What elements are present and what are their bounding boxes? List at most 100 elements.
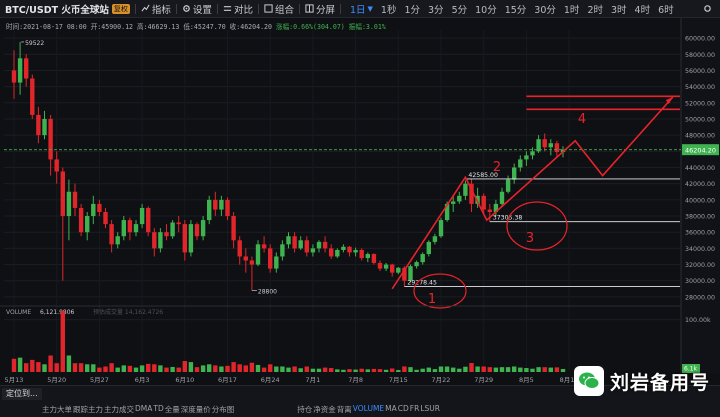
combine-button[interactable]: 组合 — [264, 2, 294, 16]
info-amplitude: 振幅:3.01% — [348, 22, 386, 31]
candle-body — [408, 266, 413, 281]
candle-body — [207, 199, 212, 221]
tab-td[interactable]: TD — [153, 403, 164, 413]
separator — [298, 3, 300, 14]
tab-lsur[interactable]: LSUR — [420, 403, 440, 413]
timeframe-1s[interactable]: 1秒 — [380, 4, 397, 16]
elliott-wave-path — [391, 96, 674, 290]
candle-body — [30, 78, 35, 115]
time-tick-label: 7月8 — [348, 376, 363, 384]
chevron-down-icon[interactable]: ▼ — [367, 4, 373, 13]
volume-bar — [207, 364, 212, 372]
compare-button[interactable]: 对比 — [223, 2, 253, 16]
tab-main-trade[interactable]: 主力成交 — [104, 404, 134, 414]
tab-ma[interactable]: MA — [385, 403, 397, 413]
timeframe-4h[interactable]: 4时 — [634, 4, 651, 16]
candle-body — [438, 220, 444, 237]
timeframe-1h[interactable]: 1时 — [563, 4, 580, 16]
candle-body — [249, 260, 255, 265]
candle-body — [347, 246, 352, 253]
candle-body — [17, 58, 23, 83]
volume-bar — [42, 364, 47, 372]
price-axis-panel — [681, 18, 720, 373]
split-screen-icon — [305, 4, 314, 13]
indicator-icon — [141, 4, 150, 12]
level-label: 29278.45 — [407, 280, 437, 287]
watermark: 刘岩备用号 — [573, 366, 710, 396]
timeframe-2h[interactable]: 2时 — [587, 4, 603, 16]
timeframe-6h[interactable]: 6时 — [658, 4, 674, 16]
candle-body — [121, 220, 126, 237]
tab-distribution[interactable]: 分布图 — [211, 404, 235, 414]
candle-body — [420, 254, 425, 263]
candle-body — [444, 203, 450, 221]
volume-bar — [554, 367, 560, 372]
volume-title: VOLUME — [6, 309, 31, 316]
candle-body — [139, 207, 145, 225]
candle-body — [365, 254, 370, 259]
indicators-label: 指标 — [151, 4, 171, 16]
time-tick-label: 6月3 — [135, 376, 150, 384]
tab-macd[interactable]: CD — [397, 403, 409, 413]
timeframe-1d[interactable]: 1日 — [349, 4, 366, 16]
timeframe-5m[interactable]: 5分 — [451, 4, 468, 16]
settings-button[interactable]: 设置 — [182, 2, 212, 16]
time-tick-label: 5月20 — [47, 376, 66, 384]
volume-bar — [371, 368, 377, 372]
adjust-badge[interactable]: 复权 — [111, 3, 130, 14]
candle-body — [414, 262, 419, 267]
tab-track-main[interactable]: 跟踪主力 — [73, 404, 103, 414]
candle-body — [451, 201, 456, 204]
indicator-tabs-group-1: 主力大单 跟踪主力 主力成交 DMA TD 全量 深度量价 分布图 — [42, 404, 235, 415]
time-tick-label: 8月12 — [560, 376, 579, 384]
tab-net-fund[interactable]: 净资金 — [313, 404, 336, 414]
timeframe-30m[interactable]: 30分 — [534, 4, 556, 16]
tab-full-volume[interactable]: 全量 — [164, 404, 180, 414]
candle-body — [530, 151, 535, 156]
volume-current-tag — [682, 364, 700, 373]
timeframe-10m[interactable]: 10分 — [475, 4, 497, 16]
volume-bar — [457, 368, 462, 372]
candle-body — [554, 143, 560, 153]
volume-bar — [396, 370, 401, 372]
volume-bar — [530, 368, 535, 372]
tab-divergence[interactable]: 背离 — [336, 404, 352, 414]
candle-body — [78, 207, 84, 233]
volume-bar — [414, 369, 419, 372]
tab-main-big-order[interactable]: 主力大单 — [42, 404, 72, 414]
time-tick-label: 7月1 — [306, 376, 321, 384]
timeframe-3h[interactable]: 3时 — [610, 4, 627, 16]
volume-bar — [481, 366, 486, 372]
timeframe-1m[interactable]: 1分 — [404, 4, 421, 16]
volume-bar — [329, 368, 334, 372]
timeframe-15m[interactable]: 15分 — [504, 4, 527, 16]
tab-position[interactable]: 持仓 — [297, 404, 313, 414]
time-tick-label: 6月17 — [218, 376, 237, 384]
volume-bar — [347, 369, 352, 372]
candle-body — [146, 207, 151, 233]
candle-body — [66, 191, 72, 217]
volume-bar — [426, 367, 431, 372]
tab-dma[interactable]: DMA — [135, 403, 153, 413]
indicator-tabs-row: 主力大单 跟踪主力 主力成交 DMA TD 全量 深度量价 分布图 持仓 净资金… — [0, 402, 720, 416]
level-label: 42585.00 — [468, 172, 498, 179]
time-tick-label: 5月27 — [90, 376, 109, 384]
candle-body — [164, 232, 169, 237]
tab-fr[interactable]: FR — [409, 403, 420, 413]
candle-body — [322, 241, 328, 249]
volume-bar — [518, 367, 523, 372]
volume-bar — [60, 311, 65, 372]
candle-body — [310, 248, 316, 253]
candle-body — [292, 236, 297, 249]
candle-body — [493, 203, 499, 212]
split-screen-button[interactable]: 分屏 — [305, 2, 335, 16]
locate-input[interactable]: 定位到... — [2, 388, 42, 400]
tab-depth-volume[interactable]: 深度量价 — [180, 404, 211, 414]
timeframe-3m[interactable]: 3分 — [428, 4, 444, 16]
symbol-label[interactable]: BTC/USDT 火币全球站 — [5, 4, 109, 16]
indicators-button[interactable]: 指标 — [141, 2, 171, 16]
candle-body — [225, 199, 230, 217]
price-chart[interactable]: 60000.00 58000.00 56000.00 54000.00 52000.00… — [0, 0, 720, 385]
settings-gear-icon[interactable] — [703, 4, 712, 13]
tab-volume[interactable]: VOLUME — [352, 403, 385, 413]
